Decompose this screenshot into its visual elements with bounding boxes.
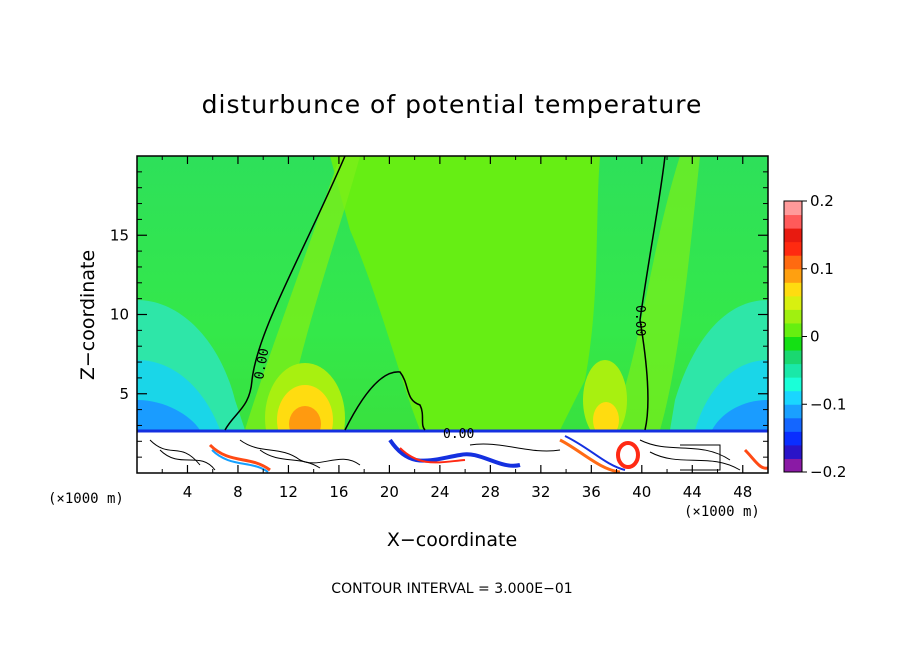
colorbar-swatch (784, 458, 802, 473)
x-tick-label: 8 (233, 483, 243, 501)
y-tick-label: 10 (110, 306, 129, 324)
x-tick-label: 40 (632, 483, 651, 501)
y-axis-ticks: 5 10 15 (110, 171, 768, 458)
colorbar (784, 201, 802, 473)
field-negative-lobe-right-deep (712, 400, 768, 430)
field-negative-lobe-left-deep (137, 400, 200, 430)
colorbar-swatch (784, 268, 802, 283)
x-tick-label: 24 (430, 483, 449, 501)
x-tick-label: 12 (279, 483, 298, 501)
colorbar-tick-label: 0.1 (810, 260, 834, 278)
x-unit-right: (×1000 m) (684, 504, 760, 520)
contour-label-right: 0.00 (632, 305, 647, 336)
colorbar-swatch (784, 404, 802, 419)
colorbar-tick-label: −0.1 (810, 395, 846, 413)
colorbar-swatch (784, 377, 802, 392)
x-tick-label: 16 (329, 483, 348, 501)
plot-area (137, 156, 768, 473)
colorbar-tick-label: 0.2 (810, 192, 834, 210)
contour-label-left: 0.00 (252, 347, 272, 380)
colorbar-swatch (784, 201, 802, 216)
x-tick-label: 20 (380, 483, 399, 501)
x-tick-label: 4 (183, 483, 193, 501)
colorbar-swatch (784, 363, 802, 378)
contour-label-bottom: 0.00 (443, 427, 474, 442)
cold-pool-base (137, 430, 768, 473)
x-tick-label: 36 (582, 483, 601, 501)
y-tick-label: 5 (119, 385, 129, 403)
x-axis-ticks: 4 8 12 16 20 24 28 32 36 40 44 48 (161, 156, 752, 501)
colorbar-tick-label: 0 (810, 328, 820, 346)
colorbar-swatch (784, 390, 802, 405)
x-tick-label: 48 (733, 483, 752, 501)
x-axis-label: X−coordinate (387, 529, 517, 551)
field-positive-plume-center (330, 156, 600, 430)
colorbar-swatch (784, 444, 802, 459)
colorbar-swatch (784, 255, 802, 270)
zero-contour-hump (344, 371, 426, 431)
colorbar-swatch (784, 336, 802, 351)
colorbar-swatch (784, 228, 802, 243)
x-tick-label: 32 (531, 483, 550, 501)
y-axis-label: Z−coordinate (77, 250, 99, 380)
field-positive-plume-left (245, 156, 360, 430)
x-tick-label: 44 (683, 483, 702, 501)
colorbar-swatch (784, 241, 802, 256)
colorbar-swatch (784, 214, 802, 229)
field-warm-blob-2-core (593, 402, 619, 438)
colorbar-swatch (784, 322, 802, 337)
field-positive-plume-right (610, 156, 700, 430)
colorbar-tick-label: −0.2 (810, 463, 846, 481)
y-tick-label: 15 (110, 226, 129, 244)
colorbar-swatch (784, 350, 802, 365)
colorbar-swatch (784, 431, 802, 446)
colorbar-swatch (784, 282, 802, 297)
colorbar-swatch (784, 417, 802, 432)
colorbar-ticks: 0.2 0.1 0 −0.1 −0.2 (802, 192, 846, 481)
contour-interval-note: CONTOUR INTERVAL = 3.000E−01 (331, 581, 572, 597)
colorbar-swatch (784, 309, 802, 324)
zero-contour-right (639, 156, 666, 431)
colorbar-swatch (784, 295, 802, 310)
x-unit-left: (×1000 m) (48, 491, 124, 507)
x-tick-label: 28 (481, 483, 500, 501)
contour-label-group: 0.00 0.00 0.00 (252, 305, 647, 442)
chart-title: disturbunce of potential temperature (202, 90, 703, 119)
zero-contour-left (224, 156, 346, 431)
